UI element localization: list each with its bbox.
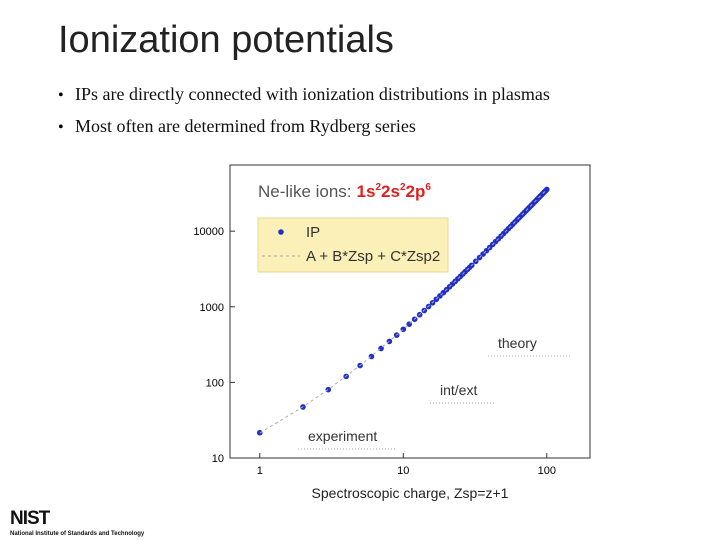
data-point	[325, 386, 332, 393]
logo-name: NIST	[10, 508, 51, 529]
logo-subtitle: National Institute of Standards and Tech…	[10, 531, 145, 537]
chart-title-text: Ne-like ions:	[258, 182, 352, 201]
y-tick-label: 10	[212, 453, 224, 465]
x-tick-label: 1	[257, 465, 263, 477]
slide-title: Ionization potentials	[58, 19, 394, 61]
chart-title: Ne-like ions: 1s22s22p6	[258, 182, 431, 201]
legend-swatch	[278, 229, 284, 235]
y-tick-label: 1000	[200, 302, 224, 314]
bullet-mark: •	[58, 87, 64, 104]
annotation: theory	[498, 335, 537, 351]
legend-label: IP	[306, 224, 320, 241]
y-tick-label: 10000	[193, 226, 224, 238]
y-tick-label: 100	[206, 377, 224, 389]
fit-line	[259, 189, 548, 434]
annotation: experiment	[308, 428, 377, 444]
config-orbital: 2s	[381, 182, 400, 201]
config-orbital: 1s	[357, 182, 376, 201]
bullet: IPs are directly connected with ionizati…	[75, 84, 550, 104]
config-orbital: 2p	[406, 182, 426, 201]
config-superscript: 2	[375, 182, 381, 193]
annotation: int/ext	[440, 382, 477, 398]
config-superscript: 2	[400, 182, 406, 193]
x-tick-label: 10	[397, 465, 409, 477]
plot-frame	[229, 164, 591, 459]
x-tick-label: 100	[538, 465, 556, 477]
x-axis-label: Spectroscopic charge, Zsp=z+1	[312, 485, 509, 501]
configuration: 1s22s22p6	[357, 182, 432, 201]
data-point	[544, 186, 550, 193]
legend-label: A + B*Zsp + C*Zsp2	[306, 248, 440, 265]
legend-box	[257, 217, 449, 273]
data-point	[368, 353, 375, 360]
config-superscript: 6	[425, 182, 431, 193]
bullet-mark: •	[58, 119, 64, 136]
bullet: Most often are determined from Rydberg s…	[75, 116, 416, 136]
